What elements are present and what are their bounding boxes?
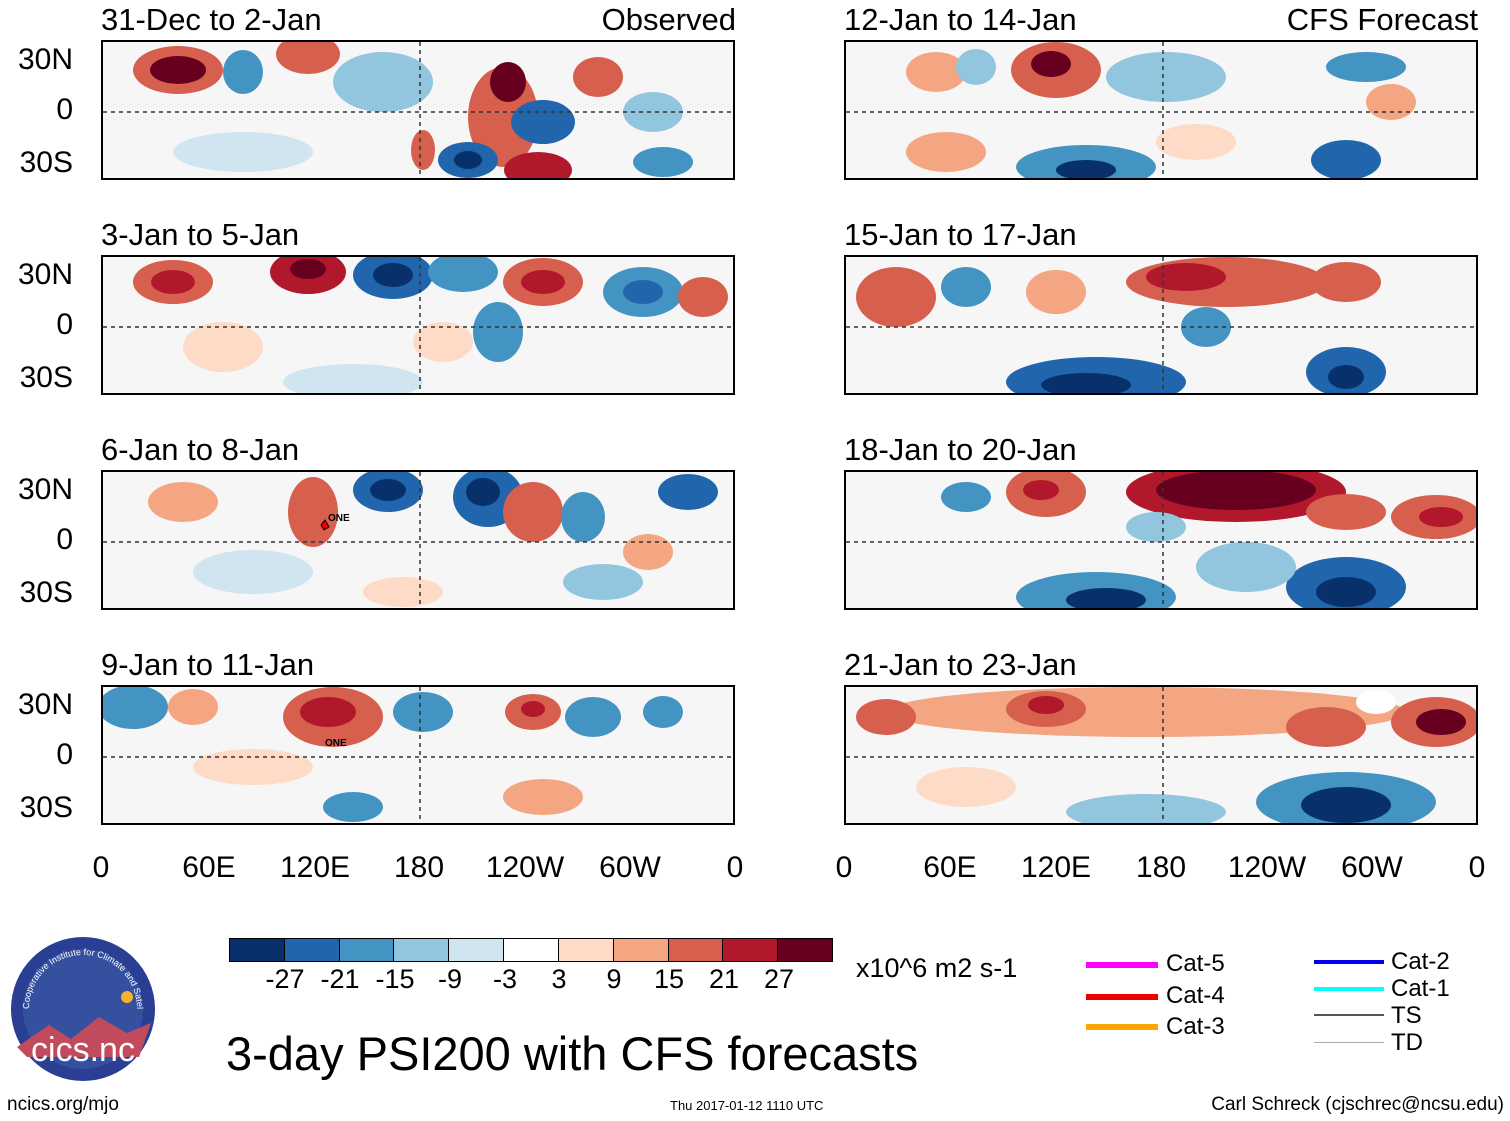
footer-timestamp: Thu 2017-01-12 1110 UTC [670,1098,824,1113]
map-panel [844,470,1478,610]
colorbar-swatch [284,939,340,961]
colorbar-swatch [230,939,285,961]
legend-label: Cat-3 [1166,1013,1225,1040]
colorbar-tick: -27 [265,964,305,994]
x-tick-label: 60W [1341,851,1403,884]
y-tick-label: 30N [17,473,73,506]
colorbar-tick: 27 [763,964,795,994]
column-label-observed: Observed [601,2,736,37]
panel-title: 21-Jan to 23-Jan [844,647,1077,682]
legend-line-td [1314,1042,1384,1043]
y-tick-label: 30S [19,791,73,824]
colorbar-tick: -3 [492,964,517,994]
map-panel: ONE [101,470,735,610]
colorbar-swatch [723,939,779,961]
legend-label: Cat-2 [1391,948,1450,975]
colorbar-tick: 15 [653,964,685,994]
x-tick-label: 60E [182,851,236,884]
panel-title: 15-Jan to 17-Jan [844,217,1077,252]
panel-title: 6-Jan to 8-Jan [101,432,300,467]
colorbar-swatch [613,939,669,961]
column-label-forecast: CFS Forecast [1286,2,1478,37]
colorbar-tick: 9 [606,964,622,994]
storm-label: ONE [325,738,347,749]
colorbar-swatch [778,939,832,961]
map-panel [101,255,735,395]
y-tick-label: 30S [19,361,73,394]
y-tick-label: 30N [17,688,73,721]
colorbar-swatch [558,939,614,961]
x-tick-label: 120W [1227,851,1307,884]
legend-line-cat2 [1314,960,1384,964]
y-tick-label: 30S [19,576,73,609]
colorbar-tick: -9 [437,964,462,994]
legend-line-cat4 [1086,994,1158,1000]
map-panel [844,255,1478,395]
x-tick-label: 0 [92,851,110,884]
legend-label: TD [1391,1029,1423,1056]
x-tick-label: 180 [1135,851,1187,884]
panel-title: 31-Dec to 2-Jan [101,2,322,37]
panel-title: 3-Jan to 5-Jan [101,217,300,252]
legend-line-cat1 [1314,987,1384,991]
footer-link[interactable]: ncics.org/mjo [7,1094,119,1115]
y-tick-label: 30N [17,258,73,291]
x-tick-label: 0 [835,851,853,884]
panel-title: 9-Jan to 11-Jan [101,647,315,682]
y-tick-label: 0 [56,93,73,126]
map-panel: ONE [101,685,735,825]
colorbar-tick: 21 [708,964,740,994]
y-tick-label: 0 [56,523,73,556]
panel-title: 12-Jan to 14-Jan [844,2,1077,37]
x-tick-label: 120W [485,851,565,884]
colorbar-tick: 3 [551,964,567,994]
legend-line-cat3 [1086,1024,1158,1030]
map-panel [844,685,1478,825]
x-tick-label: 60W [599,851,661,884]
footer-author: Carl Schreck (cjschrec@ncsu.edu) [1211,1094,1504,1115]
colorbar-swatch [668,939,724,961]
cics-logo: Cooperative Institute for Climate and Sa… [6,927,157,1083]
colorbar-swatch [449,939,505,961]
legend-label: Cat-5 [1166,950,1225,977]
y-tick-label: 30S [19,146,73,179]
colorbar-units: x10^6 m2 s-1 [856,953,1018,983]
colorbar-swatch [339,939,395,961]
y-tick-label: 0 [56,738,73,771]
panel-title: 18-Jan to 20-Jan [844,432,1077,467]
y-tick-label: 30N [17,43,73,76]
legend-line-ts [1314,1014,1384,1016]
x-tick-label: 60E [923,851,977,884]
y-tick-label: 0 [56,308,73,341]
storm-label: ONE [328,513,350,524]
colorbar-tick: -15 [375,964,415,994]
legend-label: Cat-4 [1166,982,1225,1009]
map-panel [101,40,735,180]
legend-line-cat5 [1086,962,1158,968]
x-tick-label: 120E [1020,851,1092,884]
main-title: 3-day PSI200 with CFS forecasts [226,1027,919,1080]
logo-text: cics.nc [31,1031,135,1069]
legend-label: TS [1391,1002,1422,1029]
colorbar-tick: -21 [320,964,360,994]
x-tick-label: 120E [279,851,351,884]
x-tick-label: 180 [393,851,445,884]
legend-label: Cat-1 [1391,975,1450,1002]
colorbar-swatch [504,939,559,961]
x-tick-label: 0 [726,851,744,884]
colorbar [229,938,833,962]
map-panel [844,40,1478,180]
x-tick-label: 0 [1468,851,1486,884]
colorbar-swatch [394,939,450,961]
